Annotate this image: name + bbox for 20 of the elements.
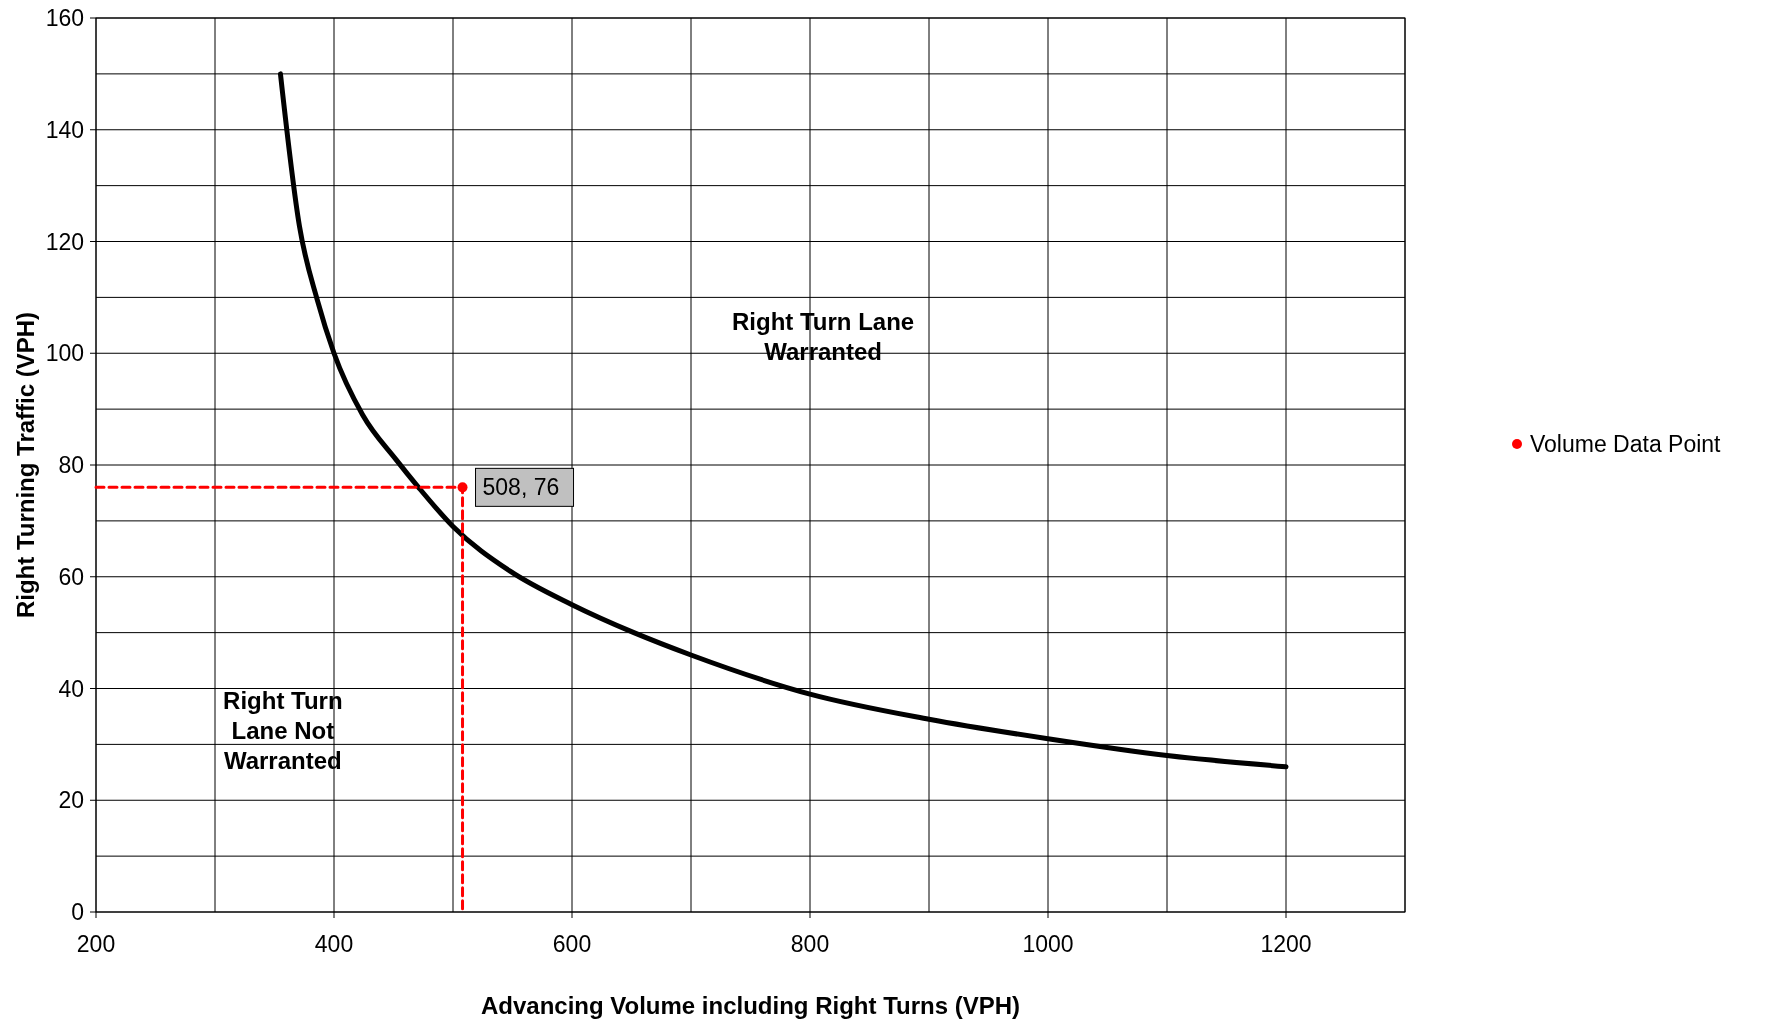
- x-tick-label: 600: [552, 931, 592, 957]
- y-tick-label: 120: [45, 228, 84, 255]
- annotation: Right Turn Lane Not Warranted: [223, 686, 343, 774]
- x-tick-label: 800: [790, 931, 830, 957]
- y-tick-label: 160: [45, 5, 84, 31]
- x-tick-label: 200: [76, 931, 116, 957]
- y-tick-label: 20: [58, 787, 84, 814]
- y-axis-title: Right Turning Traffic (VPH): [12, 311, 39, 619]
- x-tick-label: 1200: [1260, 931, 1312, 957]
- x-tick-label: 1000: [1022, 931, 1074, 957]
- y-tick-label: 60: [58, 563, 84, 590]
- x-axis-title: Advancing Volume including Right Turns (VPH): [480, 992, 1021, 1019]
- y-tick-label: 80: [58, 452, 84, 478]
- y-tick-label: 140: [45, 116, 84, 143]
- legend-label: Volume Data Point: [1530, 431, 1722, 457]
- data-label: 508, 76: [482, 474, 560, 501]
- y-tick-label: 40: [58, 675, 84, 702]
- y-tick-label: 0: [71, 899, 84, 925]
- x-tick-label: 400: [314, 931, 354, 957]
- y-tick-label: 100: [45, 340, 84, 367]
